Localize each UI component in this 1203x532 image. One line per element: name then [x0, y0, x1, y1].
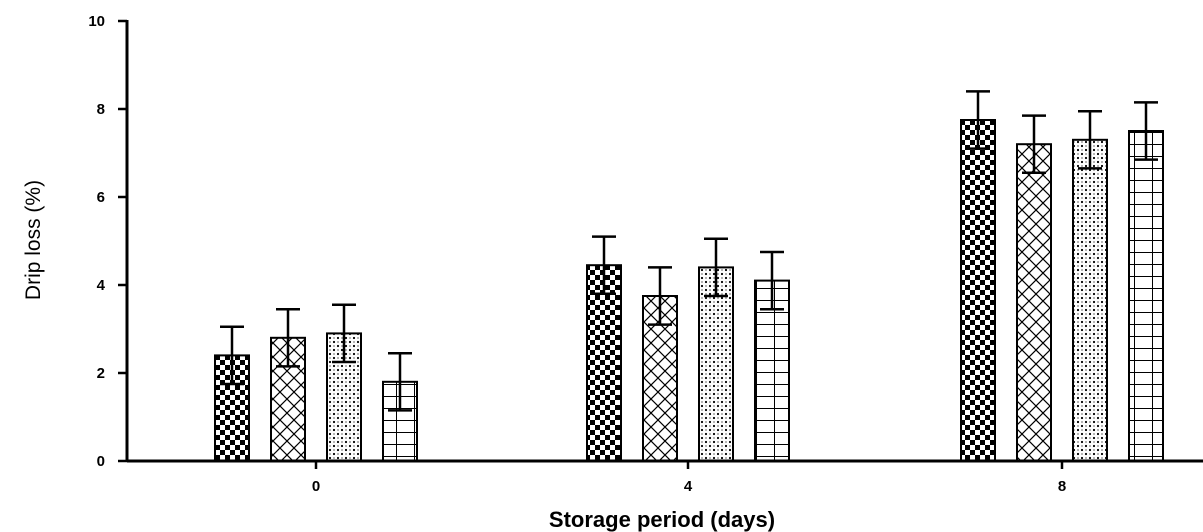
- y-tick-label: 8: [97, 101, 105, 118]
- error-bar: [648, 266, 672, 326]
- bar-crosshatch-day-8: [1016, 143, 1052, 462]
- y-tick-label: 2: [97, 365, 105, 382]
- x-tick-label: 0: [312, 478, 320, 495]
- y-ticks: 0 2 4 6 8 10: [88, 13, 127, 470]
- y-axis-title: Drip loss (%): [22, 180, 45, 300]
- bar-grid-day-8: [1128, 130, 1164, 462]
- error-bar: [388, 351, 412, 412]
- error-bar: [1022, 114, 1046, 175]
- error-bar: [220, 325, 244, 386]
- x-ticks: 0 4 8: [312, 461, 1066, 495]
- bar-checkerboard-day-8: [960, 119, 996, 462]
- bar-dots-day-8: [1072, 138, 1108, 463]
- error-bar: [332, 303, 356, 364]
- x-tick-label: 4: [684, 478, 693, 495]
- x-tick-label: 8: [1058, 478, 1066, 495]
- error-bars-layer: [220, 90, 1158, 412]
- error-bar: [760, 250, 784, 311]
- error-bar: [592, 235, 616, 296]
- error-bar: [704, 237, 728, 298]
- x-axis-title: Storage period (days): [549, 507, 775, 532]
- error-bar: [966, 90, 990, 150]
- error-bar: [1078, 109, 1102, 170]
- y-tick-label: 4: [97, 277, 106, 294]
- y-tick-label: 10: [88, 13, 105, 30]
- y-tick-label: 6: [97, 189, 105, 206]
- error-bar: [1134, 101, 1158, 161]
- error-bar: [276, 307, 300, 368]
- bar-dots-day-4: [698, 266, 734, 462]
- y-tick-label: 0: [97, 453, 105, 470]
- bar-grid-day-4: [754, 279, 790, 462]
- bars-layer: [214, 119, 1164, 463]
